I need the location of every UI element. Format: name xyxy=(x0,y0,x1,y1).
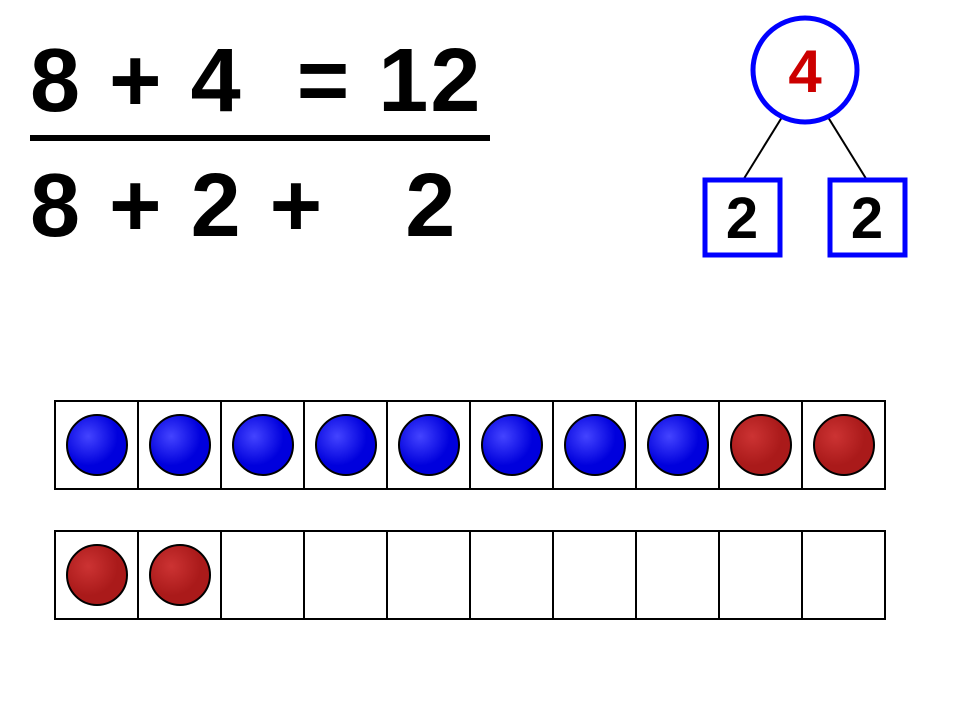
ten-frame-2 xyxy=(54,530,886,620)
ten-frame-cell xyxy=(552,400,637,490)
ten-frame-cell xyxy=(220,530,305,620)
ten-frame-cell xyxy=(303,400,388,490)
equation-area: 8 + 4 = 12 8 + 2 + 2 xyxy=(30,30,490,258)
ten-frame-cell xyxy=(635,530,720,620)
ten-frame-cell xyxy=(386,530,471,620)
ten-frame-cell xyxy=(303,530,388,620)
blue-dot xyxy=(149,414,211,476)
blue-dot xyxy=(398,414,460,476)
ten-frame-cell xyxy=(801,530,886,620)
ten-frame-cell xyxy=(386,400,471,490)
red-dot xyxy=(813,414,875,476)
bond-whole-value: 4 xyxy=(788,38,822,105)
red-dot xyxy=(730,414,792,476)
ten-frame-cell xyxy=(801,400,886,490)
bond-part-right-value: 2 xyxy=(851,186,883,251)
ten-frame-cell xyxy=(552,530,637,620)
red-dot xyxy=(149,544,211,606)
blue-dot xyxy=(481,414,543,476)
eq1-rhs: = 12 xyxy=(297,31,483,131)
eq2-tail: 2 xyxy=(405,156,457,256)
eq2-main: 8 + 2 + xyxy=(30,156,324,256)
blue-dot xyxy=(232,414,294,476)
eq1-lhs: 8 + 4 xyxy=(30,31,243,131)
blue-dot xyxy=(647,414,709,476)
equation-line1: 8 + 4 = 12 xyxy=(30,30,490,133)
ten-frame-cell xyxy=(54,530,139,620)
bond-part-left-value: 2 xyxy=(726,186,758,251)
number-bond-svg: 4 2 2 xyxy=(680,10,930,260)
ten-frame-cell xyxy=(137,530,222,620)
ten-frame-1 xyxy=(54,400,886,490)
ten-frame-cell xyxy=(469,400,554,490)
ten-frame-cell xyxy=(718,400,803,490)
ten-frame-cell xyxy=(635,400,720,490)
blue-dot xyxy=(564,414,626,476)
blue-dot xyxy=(66,414,128,476)
ten-frame-cell xyxy=(54,400,139,490)
ten-frame-cell xyxy=(469,530,554,620)
red-dot xyxy=(66,544,128,606)
blue-dot xyxy=(315,414,377,476)
number-bond: 4 2 2 xyxy=(680,10,930,260)
equation-line2: 8 + 2 + 2 xyxy=(30,155,490,258)
ten-frame-cell xyxy=(137,400,222,490)
ten-frame-cell xyxy=(220,400,305,490)
ten-frame-cell xyxy=(718,530,803,620)
equation-underline xyxy=(30,135,490,141)
